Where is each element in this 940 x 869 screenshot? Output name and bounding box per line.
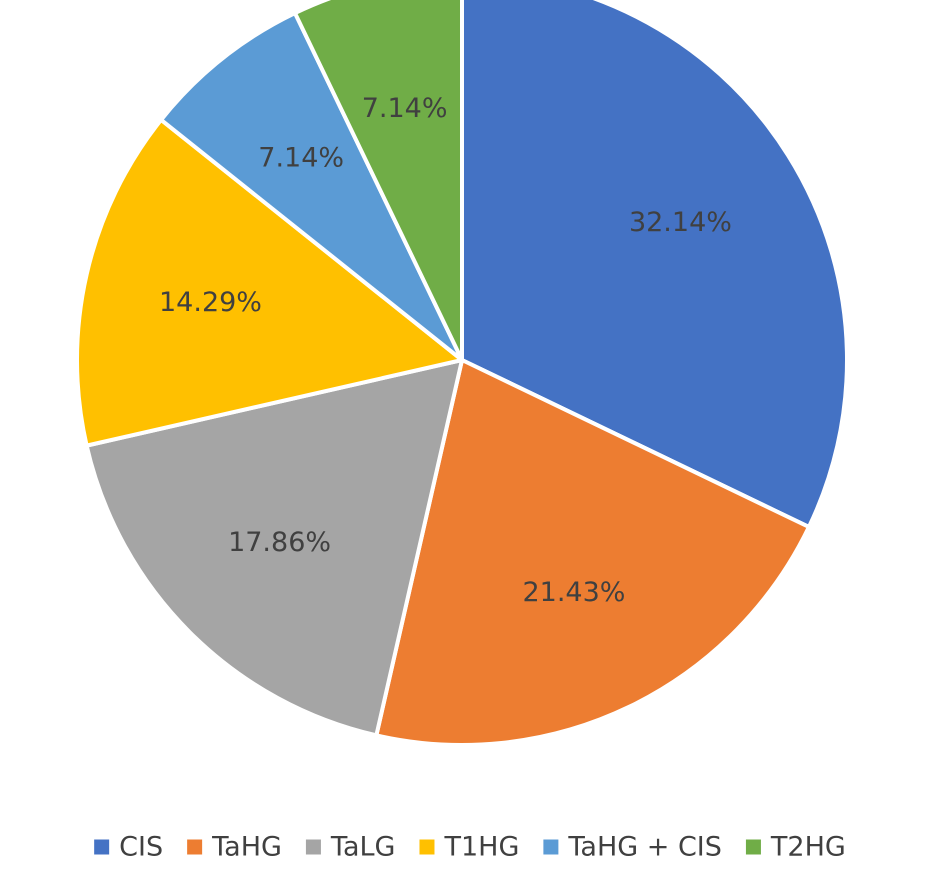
legend-item: T1HG bbox=[419, 832, 519, 863]
legend-item: TaLG bbox=[305, 832, 396, 863]
pie-slice-talg bbox=[84, 358, 464, 738]
legend-label: TaLG bbox=[330, 832, 396, 863]
legend-label: T1HG bbox=[443, 832, 519, 863]
pie-slice-tahg-cis bbox=[159, 11, 464, 362]
legend-swatch bbox=[543, 839, 559, 855]
legend-swatch bbox=[94, 839, 110, 855]
legend: CIS TaHG TaLG T1HG TaHG + CIS T2HG bbox=[94, 832, 846, 863]
data-label: 7.14% bbox=[258, 143, 344, 174]
legend-item: T2HG bbox=[745, 832, 846, 863]
data-label: 14.29% bbox=[159, 287, 262, 318]
legend-label: CIS bbox=[119, 832, 163, 863]
legend-item: TaHG bbox=[187, 832, 282, 863]
pie-slices bbox=[75, 0, 849, 747]
legend-label: TaHG + CIS bbox=[567, 832, 722, 863]
data-label: 21.43% bbox=[522, 577, 625, 608]
legend-label: T2HG bbox=[770, 832, 846, 863]
legend-swatch bbox=[187, 839, 203, 855]
legend-label: TaHG bbox=[211, 832, 282, 863]
pie-slice-cis bbox=[460, 0, 849, 529]
pie-slice-t2hg bbox=[293, 0, 464, 362]
legend-swatch bbox=[305, 839, 321, 855]
legend-item: TaHG + CIS bbox=[543, 832, 722, 863]
legend-swatch bbox=[419, 839, 435, 855]
slice-labels: 32.14% 21.43% 17.86% 14.29% 7.14% 7.14% bbox=[159, 93, 732, 608]
data-label: 17.86% bbox=[228, 527, 331, 558]
pie-slice-t1hg bbox=[75, 117, 464, 448]
data-label: 32.14% bbox=[629, 207, 732, 238]
data-label: 7.14% bbox=[362, 93, 448, 124]
legend-item: CIS bbox=[94, 832, 163, 863]
legend-swatch bbox=[745, 839, 761, 855]
pie-slice-tahg bbox=[374, 358, 811, 747]
